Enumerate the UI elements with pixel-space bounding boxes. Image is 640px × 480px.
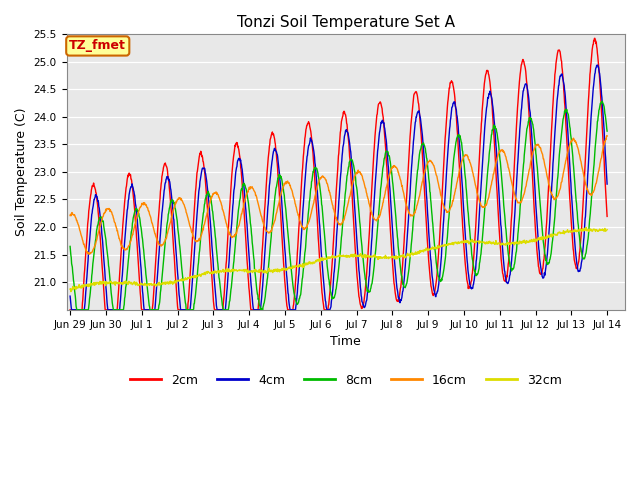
2cm [591,36,598,41]
4cm [594,62,602,68]
2cm [604,214,611,219]
32cm [186,275,194,281]
8cm [604,128,611,134]
4cm [67,293,74,299]
8cm [246,215,254,220]
2cm [492,168,500,174]
4cm [173,259,180,265]
2cm [422,211,429,216]
32cm [540,234,547,240]
16cm [540,156,547,162]
16cm [246,186,254,192]
Text: TZ_fmet: TZ_fmet [69,39,126,52]
4cm [492,145,500,151]
2cm [67,307,74,312]
Line: 4cm: 4cm [70,65,607,310]
4cm [246,269,254,275]
4cm [540,275,547,281]
8cm [540,241,547,247]
4cm [68,307,76,312]
32cm [173,277,180,283]
Line: 32cm: 32cm [70,228,607,292]
32cm [422,245,430,251]
4cm [422,185,430,191]
32cm [67,286,74,292]
Title: Tonzi Soil Temperature Set A: Tonzi Soil Temperature Set A [237,15,455,30]
32cm [492,240,500,246]
16cm [186,223,194,229]
X-axis label: Time: Time [330,335,361,348]
32cm [582,225,590,230]
16cm [85,251,93,257]
16cm [603,133,611,139]
Line: 8cm: 8cm [70,101,607,310]
32cm [67,289,75,295]
2cm [186,281,193,287]
32cm [246,269,254,275]
8cm [67,243,74,249]
2cm [173,288,180,294]
Line: 2cm: 2cm [70,38,607,310]
Line: 16cm: 16cm [70,136,607,254]
2cm [540,262,547,268]
Legend: 2cm, 4cm, 8cm, 16cm, 32cm: 2cm, 4cm, 8cm, 16cm, 32cm [125,369,567,392]
8cm [173,216,180,222]
8cm [598,98,606,104]
Y-axis label: Soil Temperature (C): Soil Temperature (C) [15,108,28,236]
2cm [246,293,253,299]
4cm [604,181,611,187]
16cm [67,213,74,218]
16cm [604,133,611,139]
8cm [422,151,430,157]
16cm [492,158,500,164]
8cm [73,307,81,312]
16cm [173,198,180,204]
8cm [186,307,194,312]
4cm [186,307,194,312]
32cm [604,227,611,232]
16cm [422,164,430,170]
8cm [492,126,500,132]
